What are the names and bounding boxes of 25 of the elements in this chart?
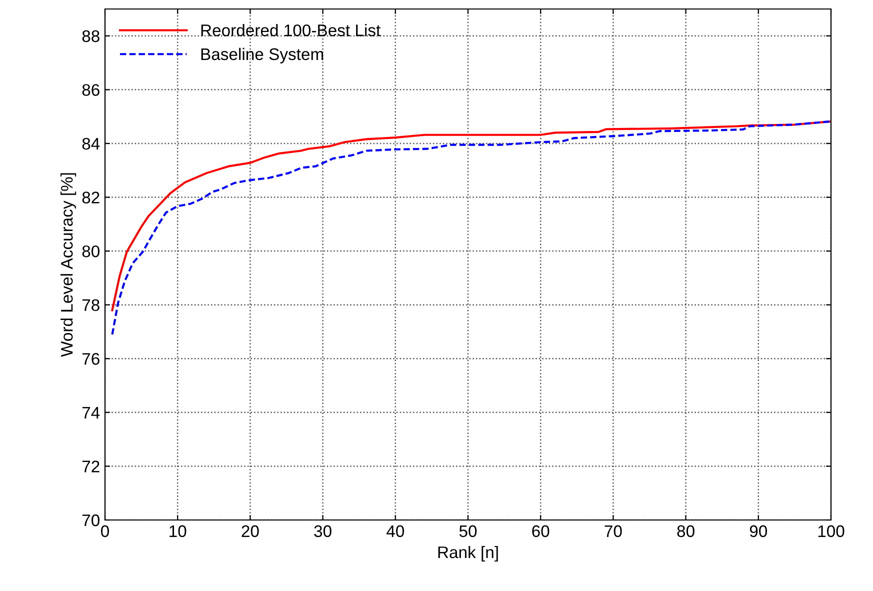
x-tick-label: 60 xyxy=(532,525,550,538)
y-tick-label: 86 xyxy=(82,84,100,96)
x-axis-title: Rank [n] xyxy=(438,546,498,562)
x-tick-label: 0 xyxy=(101,525,109,538)
x-tick-label: 90 xyxy=(750,525,768,538)
y-tick-label: 84 xyxy=(82,138,100,150)
x-tick-label: 10 xyxy=(170,525,186,538)
y-tick-label: 78 xyxy=(82,299,100,312)
x-tick-label: 80 xyxy=(677,525,694,538)
y-tick-label: 76 xyxy=(82,353,100,365)
x-tick-label: 20 xyxy=(242,525,259,538)
x-tick-label: 30 xyxy=(314,525,332,538)
y-tick-label: 74 xyxy=(82,406,100,418)
x-tick-label: 50 xyxy=(459,525,477,538)
x-tick-label: 70 xyxy=(604,525,622,538)
y-tick-label: 80 xyxy=(82,245,100,258)
x-tick-label: 100 xyxy=(818,525,844,538)
y-tick-label: 72 xyxy=(82,460,100,472)
y-tick-label: 70 xyxy=(82,514,100,526)
y-axis-title: Word Level Accuracy [%] xyxy=(60,173,76,357)
y-tick-label: 82 xyxy=(82,192,100,204)
y-tick-label: 88 xyxy=(82,30,100,42)
legend-label: Reordered 100-Best List xyxy=(201,24,381,36)
x-tick-label: 40 xyxy=(386,525,404,538)
legend-label: Baseline System xyxy=(201,48,324,64)
